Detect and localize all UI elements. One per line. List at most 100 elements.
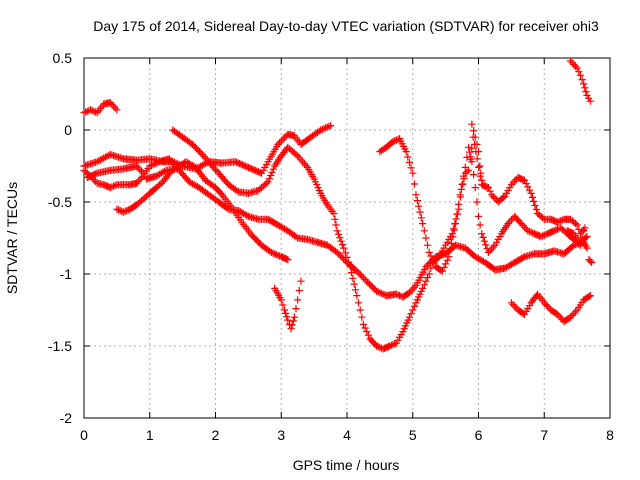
data-point bbox=[287, 325, 295, 333]
data-point bbox=[310, 175, 318, 183]
data-point bbox=[446, 246, 454, 254]
grid bbox=[84, 58, 610, 418]
y-axis-label: SDTVAR / TECUs bbox=[4, 182, 20, 294]
data-point bbox=[531, 201, 539, 210]
data-point bbox=[407, 164, 415, 172]
y-tick-label: 0.5 bbox=[53, 50, 73, 66]
data-point bbox=[473, 140, 481, 148]
data-point bbox=[582, 88, 590, 96]
data-point bbox=[351, 286, 360, 294]
data-point bbox=[478, 230, 486, 238]
data-point bbox=[480, 237, 488, 245]
data-point bbox=[585, 292, 593, 301]
data-point bbox=[445, 253, 453, 261]
series-s1 bbox=[80, 99, 121, 117]
data-point bbox=[478, 176, 486, 184]
data-point bbox=[402, 148, 410, 156]
x-tick-label: 1 bbox=[146, 427, 154, 443]
data-point bbox=[527, 189, 535, 197]
data-point bbox=[334, 230, 343, 238]
data-point bbox=[330, 209, 338, 218]
x-tick-label: 7 bbox=[540, 427, 548, 443]
data-point bbox=[576, 71, 584, 79]
series-s13 bbox=[585, 256, 596, 267]
data-point bbox=[410, 180, 418, 188]
data-point bbox=[578, 76, 586, 84]
y-tick-label: -2 bbox=[60, 410, 73, 426]
data-point bbox=[586, 97, 594, 105]
data-point bbox=[349, 274, 357, 282]
data-point bbox=[473, 198, 481, 206]
data-point bbox=[580, 80, 588, 88]
data-point bbox=[313, 181, 321, 189]
data-point bbox=[470, 171, 478, 179]
data-point bbox=[476, 221, 484, 229]
data-point bbox=[425, 270, 433, 278]
data-point bbox=[583, 233, 591, 241]
data-point bbox=[499, 193, 508, 201]
data-point bbox=[358, 313, 366, 321]
data-point bbox=[288, 321, 296, 329]
data-point bbox=[265, 175, 273, 183]
data-point bbox=[466, 155, 474, 163]
data-point bbox=[416, 208, 424, 216]
data-point bbox=[409, 169, 417, 177]
data-point bbox=[297, 277, 305, 285]
data-point bbox=[479, 233, 487, 241]
series-s6 bbox=[169, 126, 588, 353]
data-point bbox=[279, 301, 287, 309]
y-tick-label: -1 bbox=[60, 266, 73, 282]
plot-frame bbox=[83, 57, 611, 419]
data-point bbox=[269, 165, 277, 173]
x-tick-label: 4 bbox=[343, 427, 351, 443]
y-tick-label: -1.5 bbox=[48, 338, 72, 354]
data-point bbox=[400, 325, 408, 333]
x-tick-label: 3 bbox=[277, 427, 285, 443]
series-s9 bbox=[468, 120, 486, 184]
axis-ticks: 0 1 2 3 4 5 6 7 8 0.5 0 -0.5 -1 -1.5 -2 bbox=[48, 50, 614, 443]
x-tick-label: 5 bbox=[409, 427, 417, 443]
data-point bbox=[475, 163, 483, 171]
data-point bbox=[471, 184, 479, 192]
data-point bbox=[468, 120, 476, 128]
series-s4 bbox=[83, 158, 292, 264]
data-point bbox=[565, 314, 573, 322]
series-s8 bbox=[376, 133, 589, 275]
data-point bbox=[575, 68, 583, 76]
data-point bbox=[280, 306, 289, 314]
data-point bbox=[346, 263, 354, 271]
chart-title: Day 175 of 2014, Sidereal Day-to-day VTE… bbox=[93, 18, 599, 34]
data-point bbox=[466, 148, 474, 156]
data-point bbox=[476, 162, 484, 170]
data-point bbox=[195, 148, 204, 156]
data-point bbox=[437, 266, 445, 274]
series-s11 bbox=[566, 57, 594, 105]
data-point bbox=[284, 256, 292, 264]
data-point bbox=[583, 244, 591, 252]
data-point bbox=[530, 197, 538, 205]
data-point bbox=[422, 234, 430, 242]
data-point bbox=[588, 258, 596, 267]
data-point bbox=[581, 224, 589, 232]
data-point bbox=[416, 290, 424, 298]
data-point bbox=[340, 244, 348, 252]
data-point bbox=[343, 253, 351, 261]
data-point bbox=[456, 191, 464, 199]
data-point bbox=[471, 133, 479, 141]
y-tick-label: -0.5 bbox=[48, 194, 72, 210]
data-point bbox=[423, 241, 432, 249]
series-s5 bbox=[113, 163, 180, 216]
x-tick-label: 2 bbox=[212, 427, 220, 443]
data-point bbox=[465, 166, 473, 174]
data-point bbox=[415, 293, 423, 301]
data-point bbox=[277, 296, 285, 304]
data-point bbox=[283, 313, 291, 321]
data-point bbox=[482, 241, 490, 249]
data-point bbox=[528, 193, 536, 201]
data-point bbox=[415, 202, 423, 210]
data-point bbox=[341, 249, 349, 257]
data-point bbox=[586, 292, 594, 300]
data-point bbox=[401, 322, 410, 330]
data-point bbox=[354, 299, 363, 307]
